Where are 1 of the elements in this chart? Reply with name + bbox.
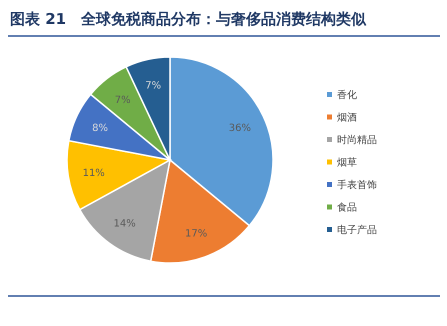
title: 图表 21 全球免税商品分布：与奢侈品消费结构类似 (10, 10, 366, 28)
